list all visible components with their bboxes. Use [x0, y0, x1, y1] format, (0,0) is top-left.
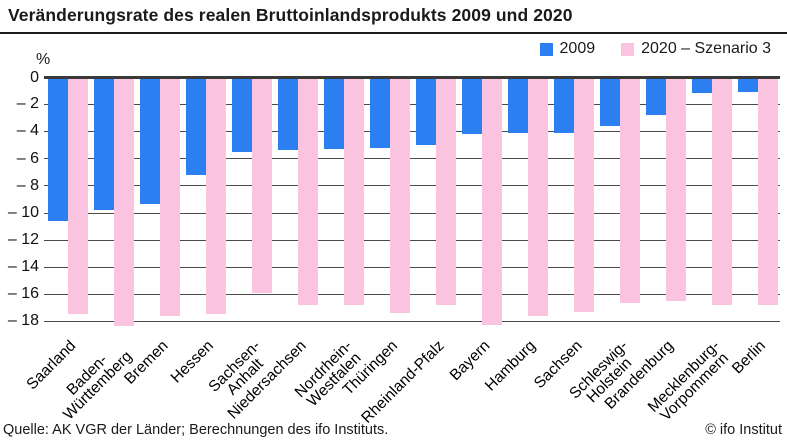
- bar-group-thueringen: [366, 77, 412, 313]
- title-divider: [0, 32, 787, 34]
- bar-group-baden-wuerttemberg: [90, 77, 136, 327]
- bar-2009-hessen: [186, 77, 206, 175]
- bar-2009-thueringen: [370, 77, 390, 148]
- bar-2020-szenario-3-rheinland-pfalz: [436, 77, 456, 305]
- bar-group-brandenburg: [642, 77, 688, 301]
- bar-2020-szenario-3-hamburg: [528, 77, 548, 316]
- bar-group-nordrhein-westfalen: [320, 77, 366, 305]
- x-label-rheinland-pfalz: Rheinland-Pfalz: [357, 337, 448, 427]
- bar-2009-berlin: [738, 77, 758, 92]
- bar-2020-szenario-3-brandenburg: [666, 77, 686, 301]
- bar-2009-brandenburg: [646, 77, 666, 115]
- legend-item-2009: 2009: [539, 40, 596, 58]
- bar-2009-schleswig-holstein: [600, 77, 620, 126]
- bar-group-hessen: [182, 77, 228, 315]
- bar-2020-szenario-3-bremen: [160, 77, 180, 316]
- plot-area: 0 – 2 – 4 – 6 – 8 – 10 – 12 – 14 – 16 – 18: [8, 69, 780, 329]
- bar-group-bayern: [458, 77, 504, 326]
- legend-label: 2009: [559, 40, 596, 57]
- y-tick-label-2: – 2: [16, 95, 39, 113]
- bar-2009-hamburg: [508, 77, 528, 133]
- gridline-4: – 4: [17, 122, 780, 139]
- gridline-10: – 10: [8, 204, 780, 221]
- gridline-14: – 14: [8, 258, 780, 275]
- bar-2009-baden-wuerttemberg: [94, 77, 114, 210]
- y-tick-label-10: – 10: [7, 203, 39, 221]
- chart-title: Veränderungsrate des realen Bruttoinland…: [8, 5, 573, 25]
- x-label-berlin: Berlin: [729, 337, 770, 378]
- bar-group-niedersachsen: [274, 77, 320, 305]
- bar-2009-bayern: [462, 77, 482, 134]
- bar-2020-szenario-3-hessen: [206, 77, 226, 315]
- gridline-0: 0: [30, 69, 780, 86]
- y-tick-label-0: 0: [30, 68, 39, 86]
- bar-2009-rheinland-pfalz: [416, 77, 436, 145]
- gridline-8: – 8: [17, 177, 780, 194]
- bar-2009-niedersachsen: [278, 77, 298, 151]
- bar-group-sachsen-anhalt: [228, 77, 274, 293]
- bar-group-sachsen: [550, 77, 596, 312]
- bar-2009-sachsen-anhalt: [232, 77, 252, 152]
- bar-2020-szenario-3-nordrhein-westfalen: [344, 77, 364, 305]
- legend-label: 2020 – Szenario 3: [641, 40, 771, 57]
- bar-2009-saarland: [48, 77, 68, 221]
- legend-swatch-2020-szenario-3: [621, 42, 635, 56]
- bar-2020-szenario-3-niedersachsen: [298, 77, 318, 305]
- y-tick-label-18: – 18: [7, 312, 39, 330]
- x-label-bayern: Bayern: [446, 337, 494, 385]
- bar-2020-szenario-3-schleswig-holstein: [620, 77, 640, 304]
- y-tick-label-4: – 4: [16, 122, 39, 140]
- gridline-18: – 18: [8, 312, 780, 329]
- legend-swatch-2009: [539, 42, 553, 56]
- legend-item-2020-szenario-3: 2020 – Szenario 3: [621, 40, 771, 58]
- bar-2009-sachsen: [554, 77, 574, 133]
- footer: Quelle: AK VGR der Länder; Berechnungen …: [3, 422, 782, 438]
- bar-2020-szenario-3-baden-wuerttemberg: [114, 77, 134, 327]
- x-axis-labels: Saarland Baden- Württemberg Bremen Hessen Sa…: [23, 326, 780, 426]
- bar-2020-szenario-3-sachsen: [574, 77, 594, 312]
- y-tick-label-12: – 12: [7, 230, 39, 248]
- bar-2009-bremen: [140, 77, 160, 205]
- y-tick-label-6: – 6: [16, 149, 39, 167]
- bar-2020-szenario-3-berlin: [758, 77, 778, 305]
- bar-2009-mecklenburg-vorpommern: [692, 77, 712, 94]
- bar-2020-szenario-3-saarland: [68, 77, 88, 315]
- bar-2020-szenario-3-thueringen: [390, 77, 410, 313]
- bar-group-bremen: [136, 77, 182, 316]
- legend: 2009 2020 – Szenario 3: [539, 40, 771, 58]
- copyright-note: © ifo Institut: [705, 422, 782, 438]
- gridline-12: – 12: [8, 231, 780, 248]
- y-axis-unit-label: %: [36, 51, 51, 68]
- y-tick-label-8: – 8: [16, 176, 39, 194]
- bar-2020-szenario-3-bayern: [482, 77, 502, 326]
- bar-group-saarland: [44, 77, 90, 315]
- bar-group-berlin: [734, 77, 780, 305]
- source-note: Quelle: AK VGR der Länder; Berechnungen …: [3, 422, 389, 438]
- bar-group-hamburg: [504, 77, 550, 316]
- bar-2020-szenario-3-sachsen-anhalt: [252, 77, 272, 293]
- bar-group-schleswig-holstein: [596, 77, 642, 304]
- bar-group-rheinland-pfalz: [412, 77, 458, 305]
- y-tick-label-16: – 16: [7, 285, 39, 303]
- bar-2020-szenario-3-mecklenburg-vorpommern: [712, 77, 732, 305]
- bar-2009-nordrhein-westfalen: [324, 77, 344, 149]
- gridline-6: – 6: [17, 150, 780, 167]
- gridline-16: – 16: [8, 285, 780, 302]
- bar-group-mecklenburg-vorpommern: [688, 77, 734, 305]
- y-tick-label-14: – 14: [7, 257, 39, 275]
- gridline-2: – 2: [17, 95, 780, 112]
